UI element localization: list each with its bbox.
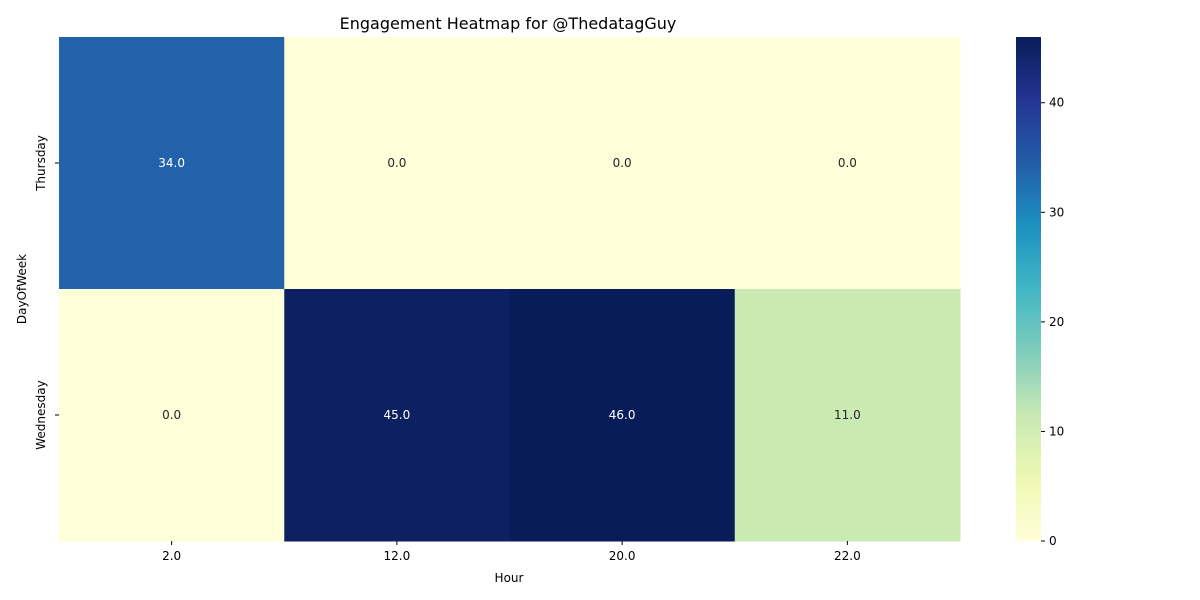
colorbar-tick-label: 20 <box>1049 315 1064 329</box>
colorbar-ticks: 0 10 20 30 40 <box>1041 96 1064 548</box>
y-tick-label: Thursday <box>34 135 48 192</box>
x-axis: 2.0 12.0 20.0 22.0 <box>162 541 861 563</box>
heatmap-cell <box>284 37 510 290</box>
y-tick-label: Wednesday <box>34 380 48 449</box>
colorbar-tick-label: 0 <box>1049 534 1057 548</box>
cell-value-label: 0.0 <box>613 156 632 170</box>
cell-value-label: 34.0 <box>158 156 185 170</box>
cell-value-label: 0.0 <box>838 156 857 170</box>
colorbar-gradient <box>1016 37 1041 541</box>
x-tick-label: 12.0 <box>384 549 411 563</box>
cell-value-label: 11.0 <box>834 408 861 422</box>
cell-value-label: 45.0 <box>384 408 411 422</box>
heatmap-cell <box>509 289 736 542</box>
x-tick-label: 22.0 <box>834 549 861 563</box>
colorbar-tick-label: 30 <box>1049 205 1064 219</box>
heatmap-cell <box>509 37 736 290</box>
x-axis-label: Hour <box>495 571 524 585</box>
colorbar: 0 10 20 30 40 <box>1016 37 1064 548</box>
y-axis-label: DayOfWeek <box>15 254 29 324</box>
heatmap-cell <box>284 289 510 542</box>
chart-title: Engagement Heatmap for @ThedatagGuy <box>340 14 677 33</box>
y-axis: Thursday Wednesday <box>34 135 59 450</box>
cell-value-label: 0.0 <box>162 408 181 422</box>
cell-value-label: 0.0 <box>387 156 406 170</box>
x-tick-label: 20.0 <box>609 549 636 563</box>
cell-value-label: 46.0 <box>609 408 636 422</box>
heatmap-cell <box>734 289 961 542</box>
heatmap-cells: 34.0 0.0 0.0 0.0 0.0 45.0 46.0 11.0 <box>59 37 961 542</box>
heatmap-cell <box>734 37 961 290</box>
colorbar-tick-label: 10 <box>1049 424 1064 438</box>
colorbar-tick-label: 40 <box>1049 96 1064 110</box>
heatmap-cell <box>59 289 285 542</box>
x-tick-label: 2.0 <box>162 549 181 563</box>
heatmap-cell <box>59 37 285 290</box>
